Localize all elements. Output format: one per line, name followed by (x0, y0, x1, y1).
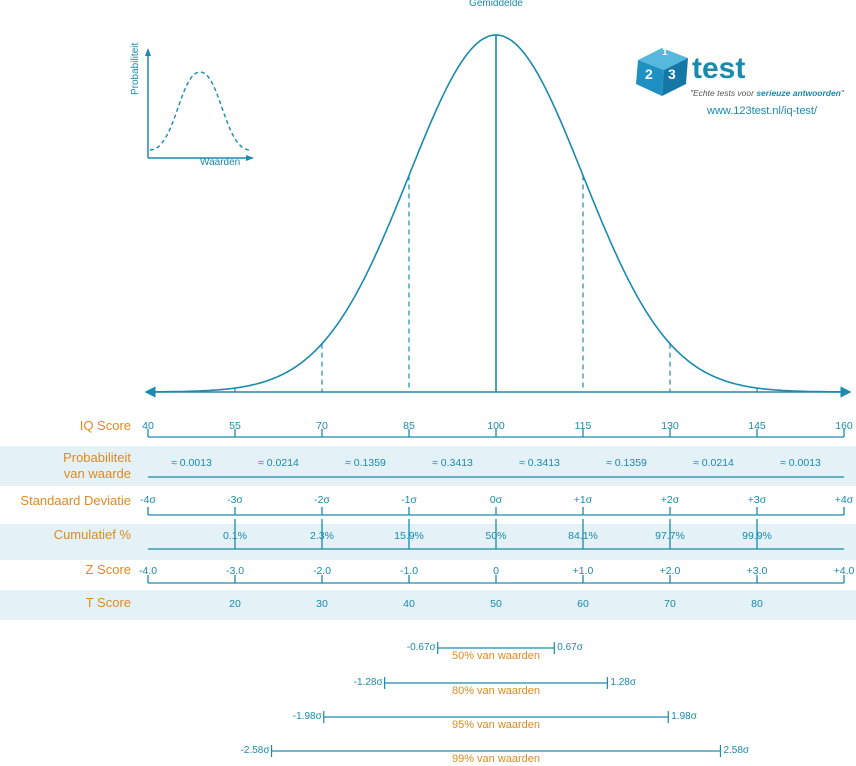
t-row-band (0, 590, 856, 620)
range-caption: 50% van waarden (451, 650, 541, 662)
logo-text: test (692, 52, 746, 85)
iq-value: 40 (142, 420, 154, 432)
range-right-label: 1.28σ (610, 677, 636, 688)
range-right-label: 1.98σ (671, 711, 697, 722)
sd-value: -1σ (401, 494, 417, 506)
cum-value: 50% (485, 530, 507, 542)
logo-cube-icon (636, 48, 688, 96)
t-value: 70 (664, 598, 676, 610)
z-value: 0 (493, 565, 499, 577)
inset-chart (145, 48, 254, 161)
logo-digit-1: 1 (662, 47, 668, 58)
t-value: 40 (403, 598, 415, 610)
range-caption: 95% van waarden (451, 719, 541, 731)
range-right-label: 2.58σ (723, 745, 750, 756)
range-left-label: -2.58σ (240, 745, 270, 756)
range-left-label: -0.67σ (406, 642, 436, 653)
prob-value: ≈ 0.1359 (606, 457, 647, 469)
t-value: 80 (751, 598, 763, 610)
cum-value: 15.9% (394, 530, 424, 542)
z-value: +1.0 (572, 565, 594, 577)
t-value: 50 (490, 598, 502, 610)
z-row-label: Z Score (85, 562, 131, 577)
iq-value: 145 (748, 420, 766, 432)
z-value: -2.0 (312, 565, 332, 577)
t-row-label: T Score (85, 595, 131, 610)
prob-value: ≈ 0.3413 (519, 457, 560, 469)
sd-row-label: Standaard Deviatie (20, 493, 131, 508)
sd-value: -4σ (140, 494, 156, 506)
range-left-label: -1.28σ (353, 677, 383, 688)
mean-label: Gemiddelde (469, 0, 523, 9)
iq-value: 130 (661, 420, 679, 432)
prob-value: ≈ 0.0013 (171, 457, 212, 469)
logo-tagline: "Echte tests voor serieuze antwoorden" (690, 88, 844, 98)
iq-value: 115 (574, 420, 592, 432)
prob-row-label: Probabiliteit van waarde (63, 450, 131, 481)
cum-value: 99.9% (742, 530, 772, 542)
iq-value: 70 (316, 420, 328, 432)
cum-value: 97.7% (655, 530, 685, 542)
range-left-label: -1.98σ (292, 711, 322, 722)
logo-digit-2: 2 (645, 66, 653, 82)
logo-url[interactable]: www.123test.nl/iq-test/ (707, 105, 818, 117)
z-value: +4.0 (833, 565, 855, 577)
inset-y-label: Probabiliteit (130, 42, 141, 95)
sd-value: +4σ (834, 494, 854, 506)
range-right-label: 0.67σ (557, 642, 583, 653)
sd-value: +3σ (747, 494, 767, 506)
inset-x-label: Waarden (200, 157, 241, 168)
t-value: 30 (316, 598, 328, 610)
sd-value: -2σ (314, 494, 330, 506)
sd-value: 0σ (489, 494, 503, 506)
sd-value: +2σ (660, 494, 680, 506)
prob-value: ≈ 0.1359 (345, 457, 386, 469)
cum-row-label: Cumulatief % (53, 527, 131, 542)
cum-value: 2.3% (310, 530, 334, 542)
prob-value: ≈ 0.3413 (432, 457, 473, 469)
cum-value: 0.1% (223, 530, 247, 542)
sd-value: -3σ (227, 494, 243, 506)
iq-value: 100 (487, 420, 505, 432)
inset-curve (149, 71, 251, 151)
range-caption: 80% van waarden (451, 685, 541, 697)
t-value: 60 (577, 598, 589, 610)
z-value: -3.0 (225, 565, 245, 577)
range-caption: 99% van waarden (451, 753, 541, 765)
z-value: -1.0 (399, 565, 419, 577)
logo-digit-3: 3 (668, 66, 676, 82)
iq-value: 55 (229, 420, 241, 432)
z-value: +3.0 (746, 565, 768, 577)
prob-row-band (0, 446, 856, 486)
cum-value: 84.1% (568, 530, 598, 542)
prob-value: ≈ 0.0214 (258, 457, 299, 469)
prob-value: ≈ 0.0214 (693, 457, 734, 469)
sd-value: +1σ (573, 494, 593, 506)
z-value: +2.0 (659, 565, 681, 577)
iq-value: 160 (835, 420, 853, 432)
prob-value: ≈ 0.0013 (780, 457, 821, 469)
z-value: -4.0 (138, 565, 158, 577)
iq-value: 85 (403, 420, 415, 432)
t-value: 20 (229, 598, 241, 610)
cum-row-band (0, 524, 856, 560)
iq-row-label: IQ Score (79, 418, 131, 433)
